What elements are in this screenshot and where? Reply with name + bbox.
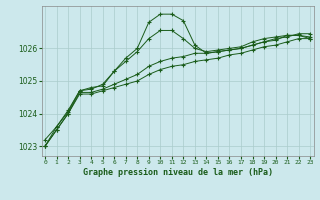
X-axis label: Graphe pression niveau de la mer (hPa): Graphe pression niveau de la mer (hPa) [83, 168, 273, 177]
